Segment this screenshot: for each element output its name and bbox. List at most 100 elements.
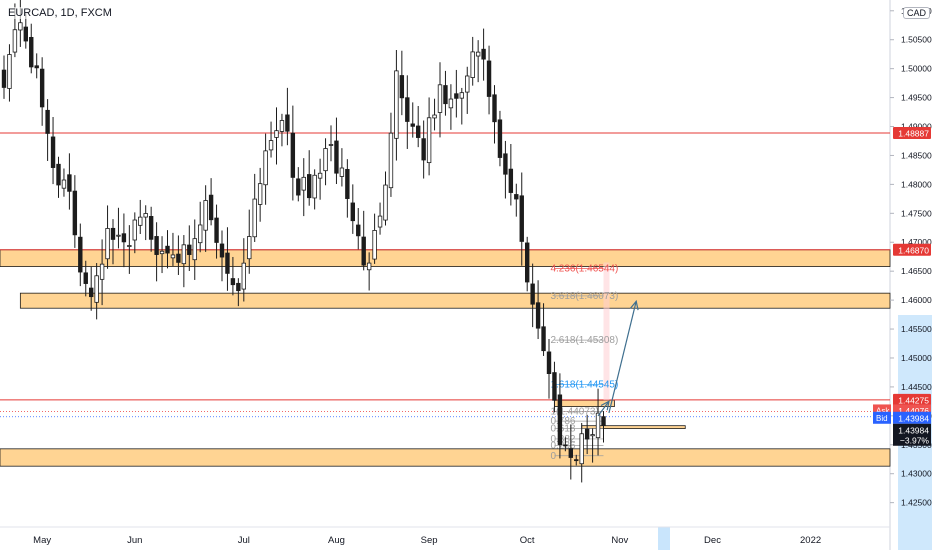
candle-up[interactable] — [383, 184, 388, 221]
candle-down[interactable] — [290, 132, 296, 178]
candle-down[interactable] — [552, 372, 557, 401]
candle-up[interactable] — [159, 250, 165, 255]
candle-down[interactable] — [1, 69, 7, 88]
candle-down[interactable] — [285, 114, 290, 132]
candle-up[interactable] — [132, 219, 137, 241]
candle-up[interactable] — [116, 234, 121, 237]
candle-up[interactable] — [12, 29, 18, 53]
candle-up[interactable] — [366, 262, 372, 271]
candle-down[interactable] — [225, 252, 230, 274]
candle-down[interactable] — [214, 217, 219, 243]
candle-up[interactable] — [279, 120, 285, 132]
candle-down[interactable] — [584, 428, 590, 440]
candle-down[interactable] — [334, 140, 339, 174]
candle-down[interactable] — [525, 242, 530, 283]
candle-up[interactable] — [138, 216, 143, 226]
candle-up[interactable] — [470, 51, 475, 78]
candle-up[interactable] — [301, 176, 306, 191]
candle-down[interactable] — [50, 136, 56, 168]
candle-down[interactable] — [568, 448, 573, 458]
candle-up[interactable] — [437, 84, 443, 113]
candle-down[interactable] — [29, 36, 34, 68]
candle-up[interactable] — [590, 434, 595, 437]
candle-down[interactable] — [486, 60, 492, 97]
candle-up[interactable] — [323, 148, 328, 172]
candle-up[interactable] — [268, 140, 274, 151]
candle-up[interactable] — [377, 215, 383, 228]
candle-up[interactable] — [317, 172, 323, 179]
support-zone[interactable] — [0, 448, 891, 467]
candle-up[interactable] — [247, 236, 252, 260]
candle-up[interactable] — [170, 254, 176, 259]
candle-up[interactable] — [181, 244, 187, 265]
candle-down[interactable] — [154, 236, 159, 255]
candle-down[interactable] — [481, 48, 486, 60]
candle-down[interactable] — [89, 287, 94, 298]
candle-down[interactable] — [546, 351, 552, 374]
candle-down[interactable] — [208, 194, 214, 221]
candle-up[interactable] — [197, 224, 203, 244]
level-price-tag[interactable] — [893, 127, 931, 140]
candle-up[interactable] — [475, 51, 481, 57]
candle-down[interactable] — [83, 272, 88, 284]
support-zone[interactable] — [19, 292, 891, 309]
candle-down[interactable] — [405, 97, 410, 122]
candle-up[interactable] — [579, 433, 584, 465]
last-price-tag[interactable] — [893, 423, 931, 446]
candle-down[interactable] — [39, 68, 45, 108]
candle-down[interactable] — [78, 236, 83, 273]
candle-down[interactable] — [514, 194, 519, 200]
candle-down[interactable] — [574, 459, 579, 462]
candle-down[interactable] — [121, 233, 127, 243]
candle-down[interactable] — [187, 244, 192, 255]
candle-up[interactable] — [99, 263, 105, 280]
candle-up[interactable] — [7, 54, 12, 89]
candle-down[interactable] — [350, 202, 355, 222]
level-price-tag[interactable] — [893, 393, 931, 406]
candle-down[interactable] — [56, 163, 61, 186]
candle-down[interactable] — [345, 168, 350, 199]
level-price-tag[interactable] — [893, 243, 931, 256]
support-zone[interactable] — [0, 249, 891, 267]
candle-down[interactable] — [45, 109, 50, 134]
candle-up[interactable] — [94, 275, 99, 303]
candle-down[interactable] — [296, 178, 301, 196]
candle-down[interactable] — [508, 168, 514, 193]
candle-up[interactable] — [339, 167, 345, 177]
candle-up[interactable] — [105, 228, 110, 260]
projection-arrow[interactable] — [608, 301, 637, 414]
candle-up[interactable] — [372, 230, 377, 260]
candle-down[interactable] — [497, 119, 503, 158]
candle-down[interactable] — [535, 302, 541, 329]
candle-down[interactable] — [541, 326, 546, 352]
projection-arrow[interactable] — [597, 401, 610, 417]
candle-up[interactable] — [595, 412, 601, 439]
currency-badge[interactable]: CAD — [903, 7, 931, 19]
candle-up[interactable] — [203, 200, 208, 231]
candle-down[interactable] — [148, 216, 154, 240]
candle-down[interactable] — [563, 444, 568, 447]
candle-down[interactable] — [399, 75, 405, 99]
candle-up[interactable] — [432, 114, 437, 119]
candle-down[interactable] — [503, 153, 508, 175]
candle-up[interactable] — [263, 150, 268, 186]
candle-up[interactable] — [426, 117, 432, 164]
candle-down[interactable] — [236, 282, 241, 292]
candle-down[interactable] — [421, 138, 426, 161]
candle-up[interactable] — [394, 70, 399, 139]
candle-up[interactable] — [328, 144, 334, 146]
candle-down[interactable] — [361, 236, 366, 266]
candle-down[interactable] — [492, 94, 497, 123]
candle-up[interactable] — [448, 98, 454, 109]
candle-down[interactable] — [306, 174, 312, 199]
candle-down[interactable] — [23, 26, 28, 42]
candle-up[interactable] — [257, 183, 263, 205]
candle-up[interactable] — [192, 238, 197, 261]
candle-down[interactable] — [519, 195, 524, 242]
candle-up[interactable] — [18, 22, 23, 31]
candle-down[interactable] — [410, 123, 415, 127]
candle-down[interactable] — [165, 245, 170, 254]
candle-down[interactable] — [530, 283, 535, 305]
candle-down[interactable] — [230, 278, 236, 286]
